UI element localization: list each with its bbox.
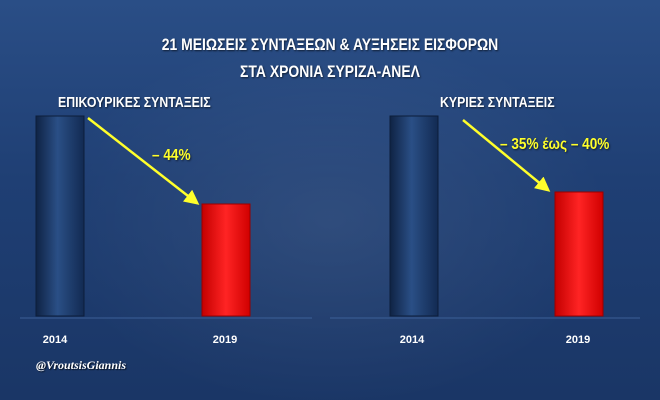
bar-2014-panel2 <box>389 115 439 317</box>
arrow-panel2 <box>462 119 551 192</box>
author-watermark: @VroutsisGiannis <box>36 358 127 372</box>
x-tick-label-panel2: 2019 <box>566 334 590 346</box>
arrow-panel1 <box>87 117 200 205</box>
bar-2014-panel1 <box>35 115 85 317</box>
x-tick-label-panel1: 2019 <box>213 334 237 346</box>
x-tick-label-panel2: 2014 <box>400 334 425 346</box>
bar-2019-panel1 <box>201 203 251 317</box>
change-label-panel2: – 35% έως – 40% <box>500 136 610 153</box>
chart-title-line-1: 21 ΜΕΙΩΣΕΙΣ ΣΥΝΤΑΞΕΩΝ & ΑΥΞΗΣΕΙΣ ΕΙΣΦΟΡΩ… <box>161 35 499 54</box>
change-label-panel1: – 44% <box>152 147 191 164</box>
chart-title-line-2: ΣΤΑ ΧΡΟΝΙΑ ΣΥΡΙΖΑ-ΑΝΕΛ <box>240 62 420 81</box>
panel-title-main-pensions: ΚΥΡΙΕΣ ΣΥΝΤΑΞΕΙΣ <box>440 94 555 111</box>
panel2-bars: 2014 2019 <box>389 115 604 346</box>
bar-2019-panel2 <box>554 191 604 317</box>
x-tick-label-panel1: 2014 <box>43 334 68 346</box>
panel-title-auxiliary-pensions: ΕΠΙΚΟΥΡΙΚΕΣ ΣΥΝΤΑΞΕΙΣ <box>58 94 211 111</box>
panel1-bars: 2014 2019 <box>35 115 251 346</box>
